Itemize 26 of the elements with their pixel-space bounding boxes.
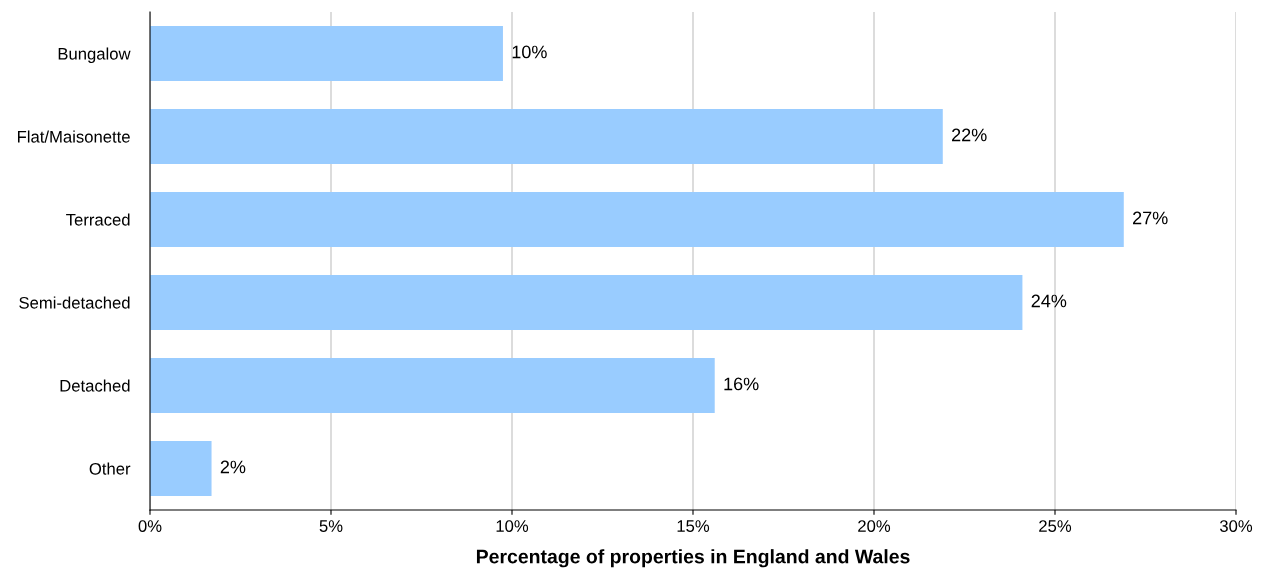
x-tick-label: 20% bbox=[858, 520, 891, 532]
y-tick-label: Semi-detached bbox=[19, 296, 130, 309]
x-tick-label: 0% bbox=[138, 520, 162, 532]
x-tick-label: 10% bbox=[496, 520, 529, 532]
data-label: 10% bbox=[512, 45, 547, 59]
x-tick-label: 5% bbox=[319, 520, 343, 532]
data-label: 24% bbox=[1031, 294, 1067, 308]
bar bbox=[150, 192, 1124, 247]
x-tick-label: 25% bbox=[1039, 520, 1072, 532]
bar bbox=[150, 109, 943, 164]
bar bbox=[150, 26, 503, 81]
y-tick-label: Flat/Maisonette bbox=[17, 130, 130, 143]
bar bbox=[150, 441, 212, 496]
bar bbox=[150, 358, 715, 413]
data-label: 27% bbox=[1133, 211, 1168, 225]
y-tick-label: Detached bbox=[60, 379, 130, 392]
x-tick-label: 30% bbox=[1219, 520, 1253, 532]
x-tick-label: 15% bbox=[677, 520, 710, 532]
y-tick-label: Bungalow bbox=[58, 47, 131, 63]
data-label: 16% bbox=[724, 377, 759, 391]
bar bbox=[150, 275, 1023, 330]
x-axis-title: Percentage of properties in England and Wales bbox=[476, 549, 910, 568]
data-label: 22% bbox=[952, 128, 987, 142]
y-tick-label: Other bbox=[89, 462, 131, 475]
data-label: 2% bbox=[220, 460, 246, 474]
y-tick-label: Terraced bbox=[66, 213, 130, 226]
